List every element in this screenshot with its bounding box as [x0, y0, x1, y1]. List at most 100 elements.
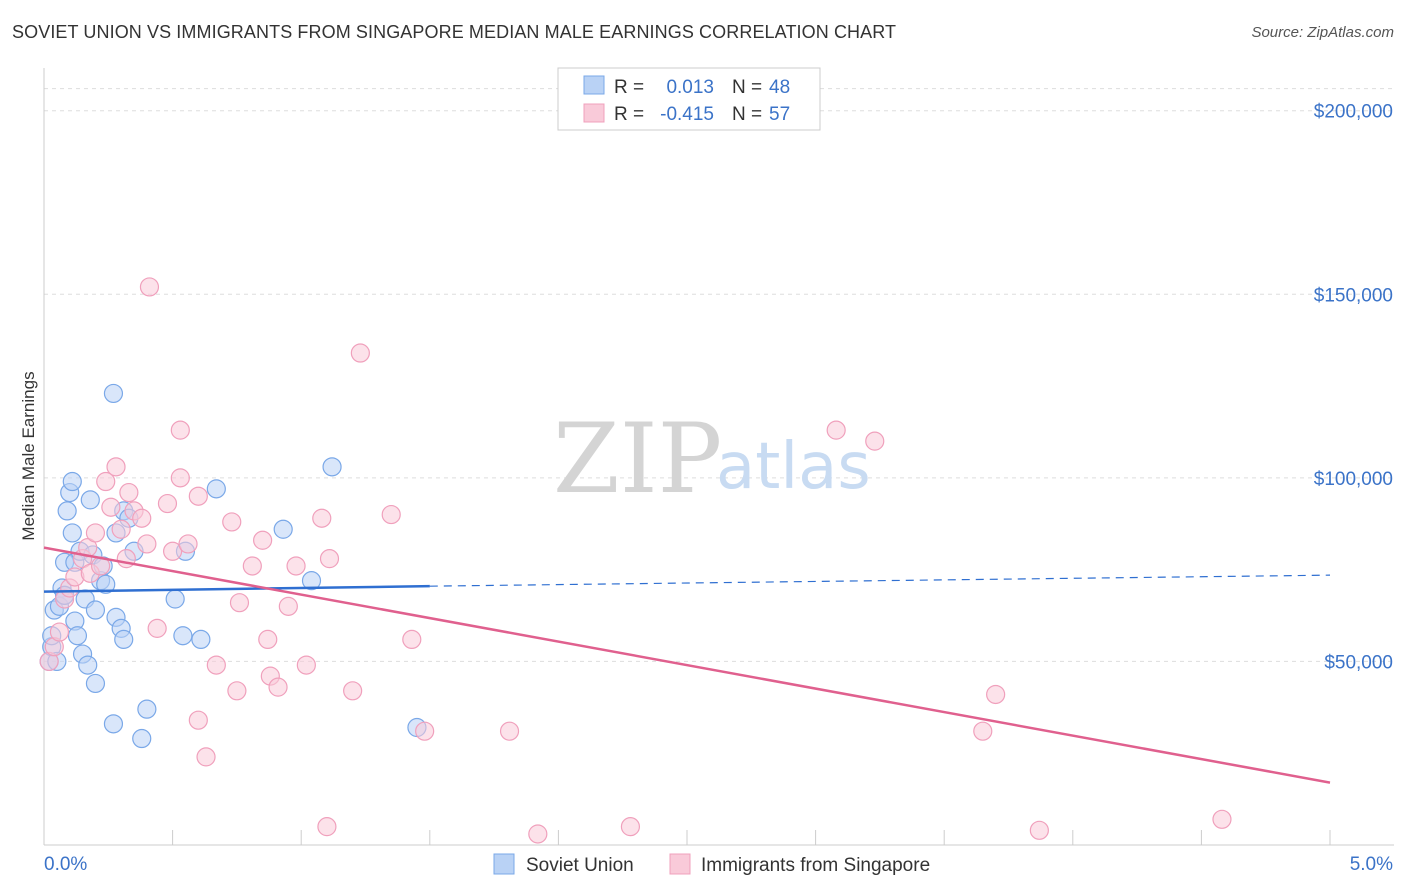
data-point: [85, 673, 106, 694]
data-point: [229, 593, 250, 613]
data-point: [132, 728, 152, 749]
data-point: [986, 684, 1006, 705]
data-point: [188, 710, 208, 730]
watermark-atlas: atlas: [716, 430, 871, 504]
chart-title: SOVIET UNION VS IMMIGRANTS FROM SINGAPOR…: [12, 22, 897, 42]
data-point: [80, 490, 100, 510]
data-point: [1029, 820, 1049, 840]
data-point: [119, 482, 139, 503]
y-tick-label: $200,000: [1314, 102, 1393, 123]
data-point: [415, 721, 435, 741]
data-point: [620, 817, 641, 837]
trend-line-singapore: [43, 546, 1331, 784]
data-point: [973, 721, 993, 741]
y-tick-label: $100,000: [1314, 469, 1393, 490]
x-tick-labels: 0.0% 5.0%: [44, 854, 1393, 875]
legend-n-value-0: 48: [769, 77, 790, 98]
data-point: [178, 534, 198, 554]
data-point: [319, 549, 340, 569]
legend-n-label-1: N =: [732, 104, 762, 125]
source-label: Source: ZipAtlas.com: [1251, 24, 1394, 41]
series-singapore-points: [39, 277, 1232, 844]
data-point: [268, 677, 288, 697]
data-point: [222, 512, 242, 532]
data-point: [312, 508, 332, 528]
data-point: [62, 471, 82, 492]
data-point: [258, 629, 278, 650]
legend-r-label-0: R =: [614, 77, 644, 98]
data-point: [242, 556, 262, 576]
y-axis-title: Median Male Earnings: [19, 371, 38, 540]
data-point: [191, 629, 211, 650]
data-point: [85, 523, 106, 543]
data-point: [114, 629, 134, 650]
stats-legend: R = 0.013 N = 48 R = -0.415 N = 57: [557, 67, 821, 131]
series-legend: Soviet Union Immigrants from Singapore: [493, 853, 930, 876]
legend-n-value-1: 57: [769, 104, 790, 125]
x-tick-label: 5.0%: [1350, 854, 1393, 875]
data-point: [278, 596, 298, 616]
data-point: [826, 420, 846, 440]
data-point: [85, 600, 106, 620]
data-point: [322, 457, 342, 477]
data-point: [196, 747, 216, 767]
data-point: [402, 629, 422, 650]
data-point: [206, 479, 226, 499]
data-point: [96, 471, 116, 492]
y-tick-labels: $50,000 $100,000 $150,000 $200,000: [1314, 102, 1393, 674]
data-point: [157, 493, 178, 514]
data-point: [57, 501, 77, 521]
watermark-zip: ZIP: [553, 403, 722, 515]
data-point: [188, 486, 208, 506]
y-tick-label: $50,000: [1324, 652, 1393, 673]
data-point: [350, 343, 370, 363]
data-point: [170, 468, 190, 488]
data-point: [317, 817, 337, 837]
legend-n-label-0: N =: [732, 77, 762, 98]
data-point: [101, 497, 121, 517]
trend-lines: [43, 546, 1331, 784]
data-point: [273, 519, 293, 539]
data-point: [206, 655, 226, 675]
data-point: [1212, 809, 1232, 829]
y-tick-label: $150,000: [1314, 285, 1393, 306]
data-point: [296, 655, 316, 675]
data-point: [137, 534, 157, 554]
data-point: [96, 574, 116, 594]
data-point: [301, 571, 322, 591]
data-point: [343, 681, 363, 701]
data-point: [528, 824, 548, 844]
bottom-legend-label-singapore: Immigrants from Singapore: [701, 855, 930, 876]
data-point: [499, 721, 520, 741]
data-point: [111, 519, 131, 539]
data-point: [78, 655, 98, 675]
bottom-legend-swatch-singapore: [669, 853, 691, 875]
data-point: [173, 626, 193, 646]
data-point: [253, 530, 273, 550]
x-tick-label: 0.0%: [44, 854, 87, 875]
data-point: [103, 383, 124, 404]
axes: [43, 68, 1394, 846]
bottom-legend-swatch-soviet-union: [493, 853, 515, 875]
data-point: [139, 277, 160, 297]
trend-line-soviet-union: [43, 584, 430, 593]
data-point: [865, 431, 885, 451]
grid-lines: [44, 88, 1394, 662]
data-point: [227, 681, 247, 701]
bottom-legend-label-soviet-union: Soviet Union: [526, 855, 634, 876]
data-point: [67, 626, 88, 646]
data-point: [103, 714, 124, 734]
legend-swatch-singapore: [583, 103, 605, 123]
data-point: [163, 541, 183, 561]
data-point: [170, 420, 190, 440]
legend-r-label-1: R =: [614, 104, 644, 125]
legend-swatch-soviet-union: [583, 75, 605, 95]
data-point: [147, 618, 167, 638]
data-point: [165, 589, 185, 609]
legend-r-value-0: 0.013: [666, 77, 714, 98]
data-point: [286, 556, 306, 576]
data-point: [62, 523, 82, 543]
data-point: [132, 508, 152, 528]
x-ticks: [43, 830, 1331, 845]
